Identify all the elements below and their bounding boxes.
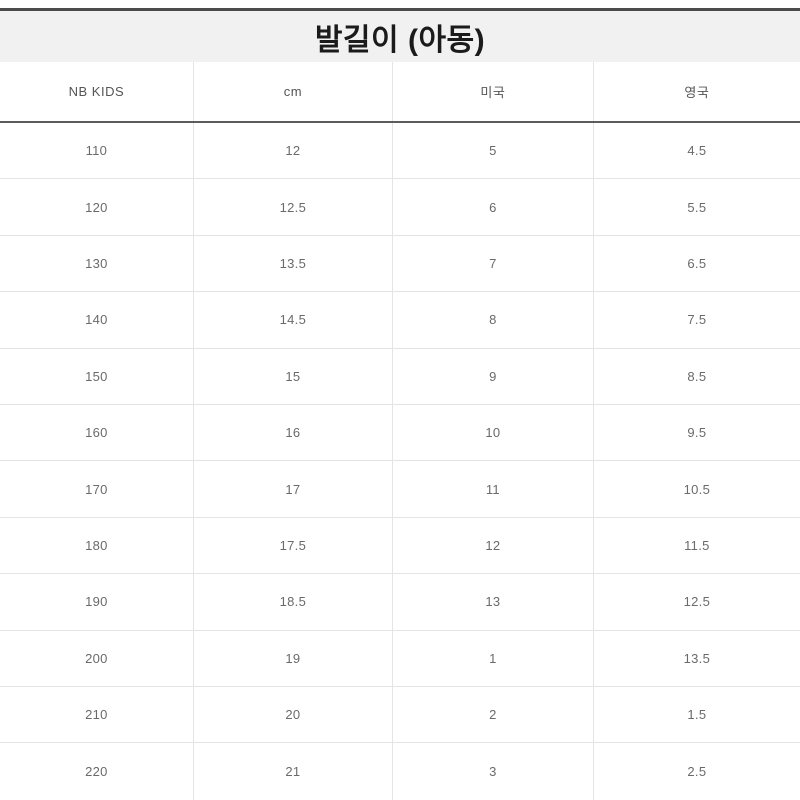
- table-cell: 12.5: [192, 179, 392, 235]
- table-cell: 4.5: [592, 123, 800, 179]
- table-cell: 12: [192, 123, 392, 179]
- table-cell: 15: [192, 348, 392, 404]
- table-cell: 18.5: [192, 574, 392, 630]
- table-cell: 7: [391, 235, 593, 292]
- table-cell: 13.5: [592, 630, 800, 686]
- table-cell: 13.5: [192, 235, 392, 292]
- table-body: 110 12 5 4.5 120 12.5 6 5.5 130 13.5 7 6.5 140 14.5 8 7…: [0, 123, 800, 800]
- table-cell: 17: [192, 461, 392, 517]
- table-cell: 180: [85, 537, 108, 553]
- table-cell: 1: [391, 630, 593, 686]
- table-cell: 16: [192, 404, 392, 461]
- table-cell: 120: [85, 199, 108, 215]
- table-row: 220 21 3 2.5: [0, 743, 800, 800]
- table-cell: 6: [391, 179, 593, 235]
- table-cell: 9.5: [592, 404, 800, 461]
- header-cell: 미국: [391, 62, 593, 121]
- table-cell: 21: [192, 743, 392, 800]
- table-cell: 160: [85, 425, 108, 441]
- table-row: 120 12.5 6 5.5: [0, 179, 800, 236]
- table-cell: 130: [85, 255, 108, 271]
- table-cell: 2.5: [592, 743, 800, 800]
- table-cell: 19: [192, 630, 392, 686]
- table-cell: 140: [85, 312, 108, 328]
- table-cell: 13: [391, 574, 593, 630]
- table-row: 190 18.5 13 12.5: [0, 574, 800, 631]
- table-row: 140 14.5 8 7.5: [0, 292, 800, 349]
- table-row: 200 19 1 13.5: [0, 630, 800, 687]
- size-chart-table: NB KIDS cm 미국 영국 110 12 5 4.5 120 12.5 6 5.5 130 13.…: [0, 62, 800, 800]
- header-cell: 영국: [592, 62, 800, 121]
- table-cell: 7.5: [592, 292, 800, 348]
- table-cell: 5.5: [592, 179, 800, 235]
- table-cell: 150: [85, 368, 108, 384]
- size-chart-title-band: 발길이 (아동): [0, 8, 800, 62]
- table-row: 210 20 2 1.5: [0, 686, 800, 744]
- header-cell: NB KIDS: [68, 84, 125, 99]
- header-cell: cm: [192, 62, 392, 121]
- table-cell: 6.5: [592, 235, 800, 292]
- table-cell: 20: [192, 686, 392, 743]
- table-cell: 170: [85, 481, 108, 497]
- table-cell: 200: [85, 650, 108, 666]
- table-cell: 2: [391, 686, 593, 743]
- table-cell: 9: [391, 348, 593, 404]
- table-row: 110 12 5 4.5: [0, 123, 800, 180]
- table-row: 180 17.5 12 11.5: [0, 517, 800, 575]
- table-cell: 3: [391, 743, 593, 800]
- table-cell: 11: [391, 461, 593, 517]
- table-row: 170 17 11 10.5: [0, 461, 800, 518]
- table-cell: 110: [85, 143, 108, 159]
- table-cell: 11.5: [592, 517, 800, 574]
- table-row: 130 13.5 7 6.5: [0, 235, 800, 293]
- table-cell: 8.5: [592, 348, 800, 404]
- table-cell: 14.5: [192, 292, 392, 348]
- table-row: 150 15 9 8.5: [0, 348, 800, 405]
- table-cell: 220: [85, 763, 108, 779]
- table-cell: 190: [85, 594, 108, 610]
- table-cell: 5: [391, 123, 593, 179]
- table-cell: 12.5: [592, 574, 800, 630]
- table-cell: 12: [391, 517, 593, 574]
- table-cell: 17.5: [192, 517, 392, 574]
- table-cell: 10.5: [592, 461, 800, 517]
- table-cell: 1.5: [592, 686, 800, 743]
- table-row: 160 16 10 9.5: [0, 404, 800, 462]
- table-cell: 8: [391, 292, 593, 348]
- table-cell: 10: [391, 404, 593, 461]
- table-header-row: NB KIDS cm 미국 영국: [0, 62, 800, 123]
- table-cell: 210: [85, 707, 108, 723]
- page-title: 발길이 (아동): [314, 23, 486, 57]
